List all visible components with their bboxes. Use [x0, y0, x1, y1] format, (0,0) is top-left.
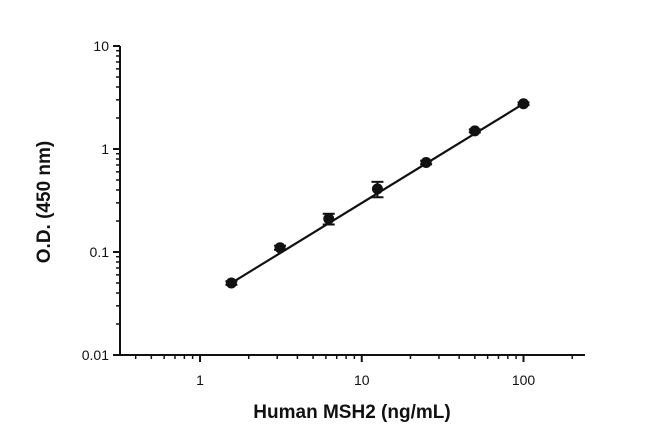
data-point — [225, 277, 237, 289]
data-point — [371, 183, 383, 195]
y-axis-title: O.D. (450 nm) — [34, 141, 55, 263]
y-tick-label: 0.01 — [82, 347, 109, 363]
axes: 0.01 0.1 1 10 1 10 100 — [82, 38, 585, 388]
x-axis-title: Human MSH2 (ng/mL) — [253, 402, 450, 423]
y-tick-label: 10 — [93, 38, 109, 54]
x-tick-label: 10 — [354, 372, 370, 388]
data-point — [323, 213, 335, 225]
data-point — [274, 242, 286, 254]
data-point — [420, 156, 432, 168]
y-tick-label: 1 — [101, 141, 109, 157]
y-tick-label: 0.1 — [90, 244, 110, 260]
x-tick-label: 100 — [512, 372, 536, 388]
data-point — [469, 125, 481, 137]
data-points — [225, 98, 530, 289]
x-tick-label: 1 — [196, 372, 204, 388]
data-point — [518, 98, 530, 110]
